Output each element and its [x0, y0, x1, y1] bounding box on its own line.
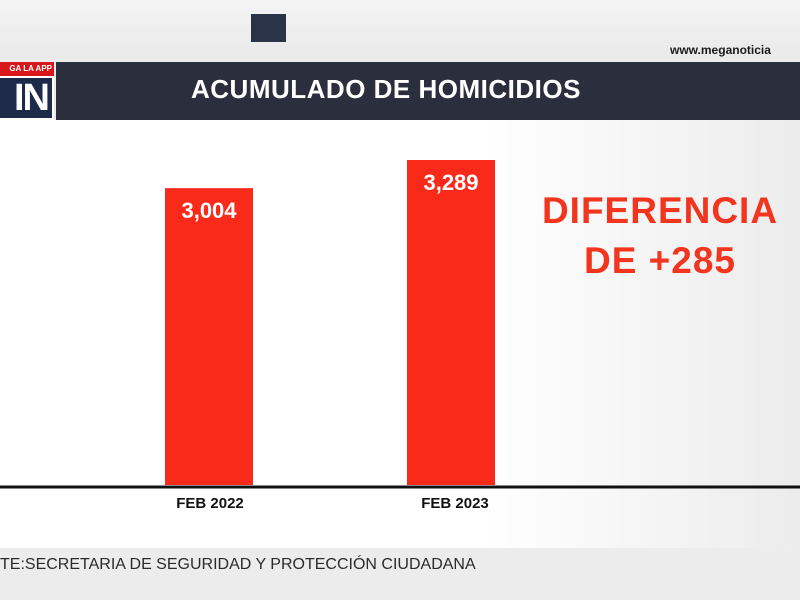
- title-bar: [56, 62, 800, 120]
- difference-line-2: DE +285: [583, 240, 737, 281]
- bar-1: [165, 188, 253, 485]
- bar-value-label: 3,004: [181, 198, 237, 223]
- category-label: FEB 2023: [421, 495, 489, 512]
- broadcast-square-icon: [251, 14, 286, 42]
- top-strip: [0, 0, 800, 58]
- difference-line-1: DIFERENCIA: [541, 190, 779, 231]
- bar-2: [407, 160, 495, 485]
- labels-layer: 3,004 FEB 2022 3,289 FEB 2023: [176, 170, 489, 512]
- channel-logo: IN: [0, 76, 54, 120]
- plot-area: [0, 120, 800, 552]
- bars-layer: [165, 160, 495, 485]
- source-bar: [0, 548, 800, 582]
- chart-title: ACUMULADO DE HOMICIDIOS: [191, 74, 581, 104]
- app-banner: GA LA APP: [0, 62, 54, 76]
- category-label: FEB 2022: [176, 495, 244, 512]
- bar-value-label: 3,289: [423, 170, 478, 195]
- site-url: www.meganoticia: [670, 43, 771, 57]
- difference-annotation: DIFERENCIA DE +285: [530, 186, 790, 286]
- source-credit: TE:SECRETARIA DE SEGURIDAD Y PROTECCIÓN …: [0, 556, 476, 573]
